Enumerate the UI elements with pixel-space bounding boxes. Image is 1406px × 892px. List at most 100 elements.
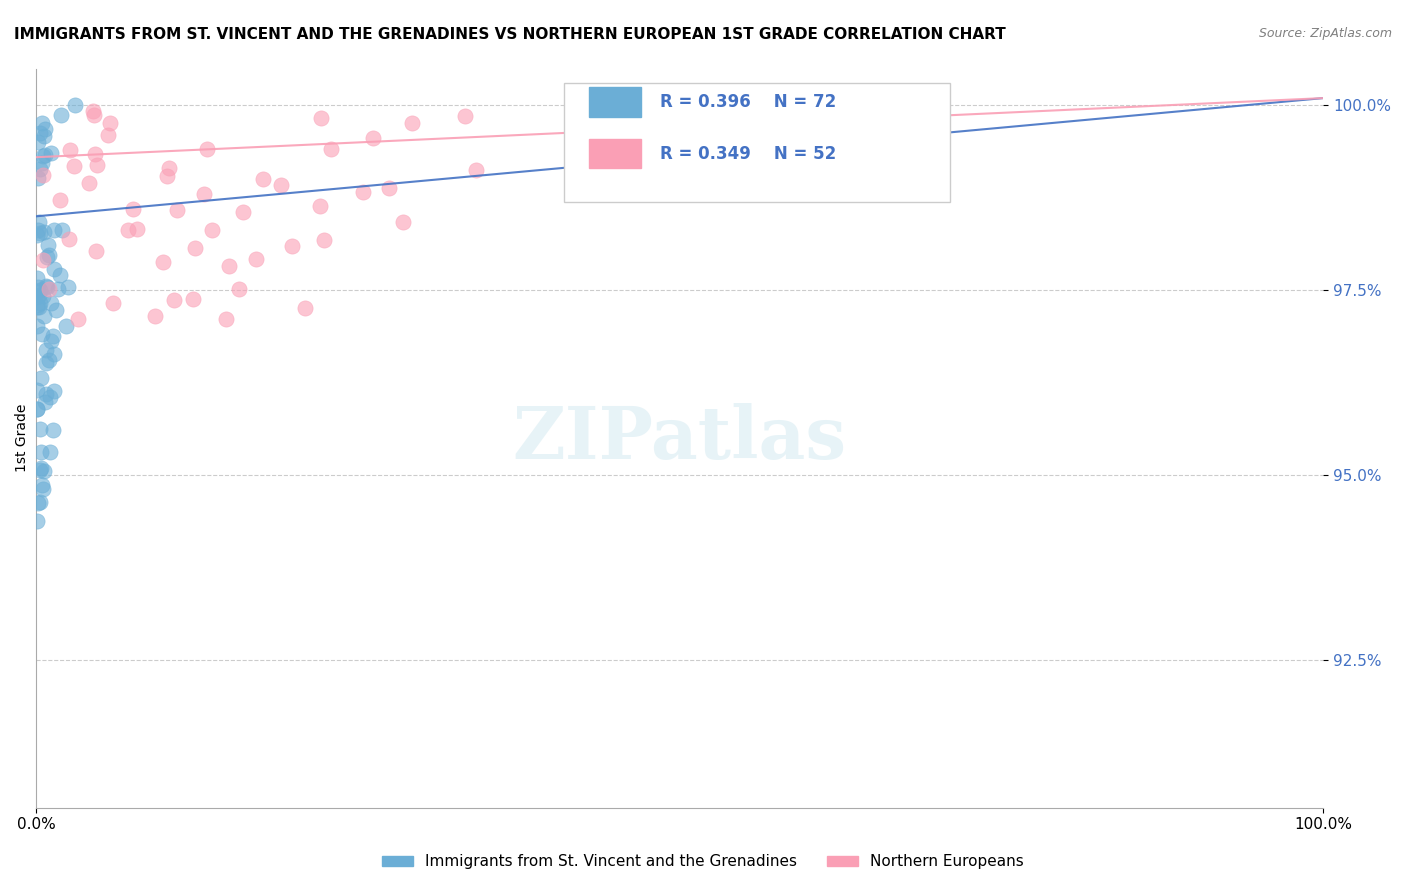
Point [31,326,53,341]
Point [166,202,188,217]
Point [86,244,108,258]
Point [28,494,51,508]
Point [42,223,65,237]
Point [27,284,49,298]
Point [35,250,58,264]
Point [42,384,65,398]
Point [363,131,385,145]
Point [157,161,180,175]
Point [32,225,55,239]
Point [27,495,49,509]
Point [25,270,48,285]
Point [193,187,215,202]
Point [270,178,292,192]
Point [66,311,89,326]
Point [35,279,58,293]
Point [35,386,58,401]
Point [28,162,51,177]
Point [35,356,58,370]
Point [42,423,65,437]
Point [319,142,342,156]
Point [39,295,62,310]
Point [27,171,49,186]
Point [25,402,48,417]
Point [30,283,52,297]
Text: R = 0.349    N = 52: R = 0.349 N = 52 [661,145,837,162]
Point [454,110,477,124]
Point [51,223,73,237]
Point [163,293,186,308]
Point [25,383,48,397]
Point [38,282,60,296]
Point [281,239,304,253]
Point [59,143,82,157]
Point [32,149,55,163]
Point [39,444,62,458]
Point [32,310,55,324]
Point [77,176,100,190]
Point [27,280,49,294]
Point [378,181,401,195]
Point [30,445,52,459]
Point [101,295,124,310]
Point [309,111,332,125]
Point [352,185,374,199]
Point [32,128,55,143]
Point [25,318,48,333]
Point [34,394,56,409]
Text: IMMIGRANTS FROM ST. VINCENT AND THE GRENADINES VS NORTHERN EUROPEAN 1ST GRADE CO: IMMIGRANTS FROM ST. VINCENT AND THE GREN… [14,27,1005,42]
Point [42,347,65,361]
Point [32,483,55,497]
Legend: Immigrants from St. Vincent and the Grenadines, Northern Europeans: Immigrants from St. Vincent and the Gren… [375,848,1031,875]
Point [228,282,250,296]
Point [28,300,51,314]
Text: R = 0.396    N = 72: R = 0.396 N = 72 [661,93,837,111]
Point [25,228,48,243]
Point [152,255,174,269]
Point [55,319,77,334]
Point [56,280,79,294]
Point [30,296,52,310]
Y-axis label: 1st Grade: 1st Grade [15,404,30,472]
Point [309,199,332,213]
Point [25,514,48,528]
Point [42,261,65,276]
Point [391,215,413,229]
Point [35,343,58,358]
Point [49,193,72,207]
Point [45,302,67,317]
Point [98,116,121,130]
Point [46,282,69,296]
Point [602,165,624,179]
Point [218,259,240,273]
Point [39,390,62,404]
Point [82,103,104,118]
Point [122,202,145,217]
Point [252,172,274,186]
Point [30,463,52,477]
Point [232,205,254,219]
Point [31,478,53,492]
Point [38,352,60,367]
Text: ZIPatlas: ZIPatlas [513,402,846,474]
Point [83,108,105,122]
Point [31,116,53,130]
Point [127,222,149,236]
Point [195,142,218,156]
Text: Source: ZipAtlas.com: Source: ZipAtlas.com [1258,27,1392,40]
Point [86,158,108,172]
Point [25,402,48,417]
Point [32,464,55,478]
Point [401,116,423,130]
Point [42,329,65,343]
Point [39,334,62,348]
FancyBboxPatch shape [589,87,641,117]
Point [25,290,48,304]
Point [37,237,59,252]
Point [38,248,60,262]
Point [32,253,55,268]
Point [34,148,56,162]
Point [63,159,86,173]
Point [215,312,238,326]
Point [117,223,139,237]
